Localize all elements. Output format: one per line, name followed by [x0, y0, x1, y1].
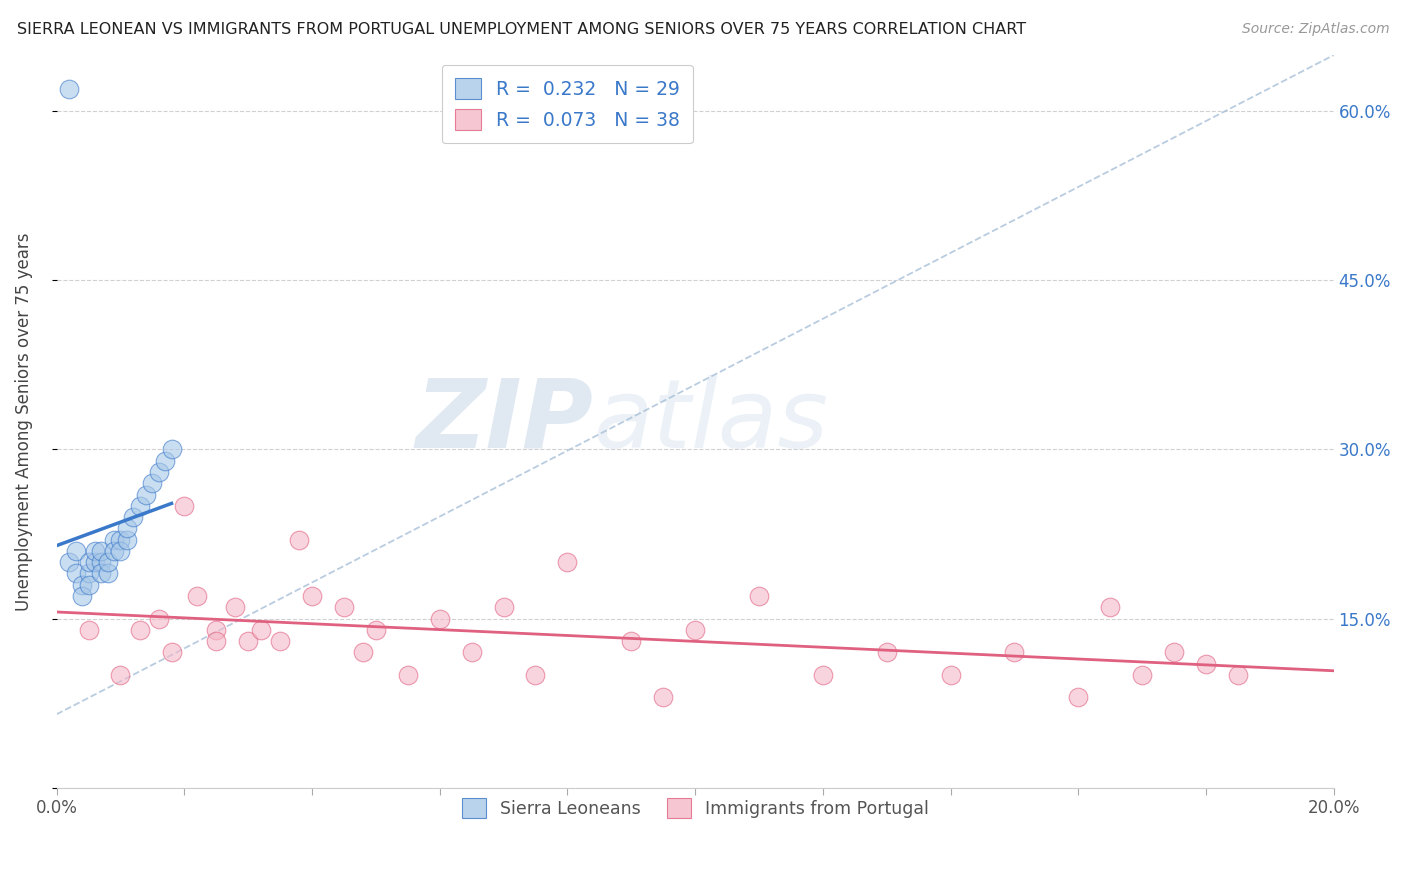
Text: Source: ZipAtlas.com: Source: ZipAtlas.com — [1241, 22, 1389, 37]
Point — [141, 476, 163, 491]
Point — [160, 645, 183, 659]
Point — [90, 555, 112, 569]
Text: SIERRA LEONEAN VS IMMIGRANTS FROM PORTUGAL UNEMPLOYMENT AMONG SENIORS OVER 75 YE: SIERRA LEONEAN VS IMMIGRANTS FROM PORTUG… — [17, 22, 1026, 37]
Point — [186, 589, 208, 603]
Point — [65, 544, 87, 558]
Point — [352, 645, 374, 659]
Point — [1099, 600, 1122, 615]
Point — [84, 544, 107, 558]
Point — [148, 611, 170, 625]
Point — [115, 533, 138, 547]
Point — [683, 623, 706, 637]
Point — [269, 634, 291, 648]
Point — [492, 600, 515, 615]
Point — [65, 566, 87, 581]
Point — [460, 645, 482, 659]
Point — [77, 555, 100, 569]
Point — [58, 82, 80, 96]
Point — [205, 634, 228, 648]
Point — [122, 510, 145, 524]
Y-axis label: Unemployment Among Seniors over 75 years: Unemployment Among Seniors over 75 years — [15, 232, 32, 611]
Point — [396, 668, 419, 682]
Point — [1195, 657, 1218, 671]
Point — [748, 589, 770, 603]
Point — [58, 555, 80, 569]
Point — [250, 623, 273, 637]
Point — [1130, 668, 1153, 682]
Point — [811, 668, 834, 682]
Point — [77, 577, 100, 591]
Point — [364, 623, 387, 637]
Point — [301, 589, 323, 603]
Point — [333, 600, 356, 615]
Point — [110, 533, 132, 547]
Legend: Sierra Leoneans, Immigrants from Portugal: Sierra Leoneans, Immigrants from Portuga… — [453, 789, 938, 827]
Point — [115, 521, 138, 535]
Point — [110, 544, 132, 558]
Text: ZIP: ZIP — [415, 375, 593, 467]
Point — [288, 533, 311, 547]
Point — [135, 487, 157, 501]
Point — [103, 533, 125, 547]
Point — [429, 611, 451, 625]
Point — [652, 690, 675, 705]
Point — [77, 623, 100, 637]
Point — [173, 499, 195, 513]
Point — [97, 555, 120, 569]
Point — [620, 634, 643, 648]
Point — [524, 668, 547, 682]
Point — [90, 566, 112, 581]
Point — [128, 499, 150, 513]
Point — [205, 623, 228, 637]
Point — [1002, 645, 1025, 659]
Point — [1067, 690, 1090, 705]
Point — [1226, 668, 1249, 682]
Point — [110, 668, 132, 682]
Point — [77, 566, 100, 581]
Point — [97, 566, 120, 581]
Point — [160, 442, 183, 457]
Point — [153, 454, 176, 468]
Point — [148, 465, 170, 479]
Point — [876, 645, 898, 659]
Point — [70, 589, 93, 603]
Text: atlas: atlas — [593, 375, 828, 467]
Point — [84, 555, 107, 569]
Point — [939, 668, 962, 682]
Point — [103, 544, 125, 558]
Point — [557, 555, 579, 569]
Point — [70, 577, 93, 591]
Point — [238, 634, 260, 648]
Point — [1163, 645, 1185, 659]
Point — [224, 600, 246, 615]
Point — [90, 544, 112, 558]
Point — [128, 623, 150, 637]
